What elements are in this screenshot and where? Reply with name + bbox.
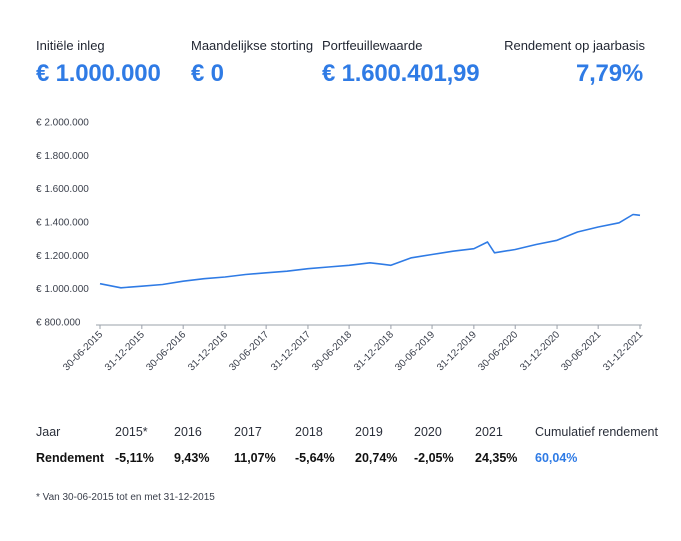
return-cell: -2,05% bbox=[414, 451, 454, 465]
y-tick-label: € 1.200.000 bbox=[36, 251, 89, 262]
x-tick-label: 30-06-2016 bbox=[144, 329, 188, 373]
y-tick-label: € 1.800.000 bbox=[36, 151, 89, 162]
x-tick-label: 31-12-2015 bbox=[103, 329, 147, 373]
cumulative-return-value: 60,04% bbox=[535, 451, 578, 465]
x-tick-label: 31-12-2016 bbox=[186, 329, 230, 373]
return-cell: 20,74% bbox=[355, 451, 398, 465]
return-row-label: Rendement bbox=[36, 451, 105, 465]
cumulative-header: Cumulatief rendement bbox=[535, 425, 658, 439]
x-tick-label: 30-06-2017 bbox=[227, 329, 271, 373]
return-cell: 9,43% bbox=[174, 451, 210, 465]
portfolio-series-line[interactable] bbox=[99, 213, 641, 289]
y-tick-label: € 1.600.000 bbox=[36, 184, 89, 195]
initial-investment-value: € 1.000.000 bbox=[36, 60, 161, 87]
monthly-deposit-label: Maandelijkse storting bbox=[191, 38, 314, 53]
portfolio-line-chart: € 2.000.000 € 1.800.000 € 1.600.000 € 1.400… bbox=[36, 118, 645, 374]
y-tick-label: € 1.000.000 bbox=[36, 284, 89, 295]
year-cell: 2017 bbox=[234, 425, 262, 439]
portfolio-value-label: Portfeuillewaarde bbox=[322, 38, 423, 53]
year-cell: 2021 bbox=[475, 425, 503, 439]
year-header: Jaar bbox=[36, 425, 61, 439]
monthly-deposit-value: € 0 bbox=[191, 60, 224, 87]
annual-return-value: 7,79% bbox=[575, 60, 643, 87]
year-cell: 2020 bbox=[414, 425, 442, 439]
return-cell: 24,35% bbox=[475, 451, 518, 465]
y-tick-label: € 1.400.000 bbox=[36, 218, 89, 229]
return-cell: 11,07% bbox=[234, 451, 276, 465]
year-cell: 2015* bbox=[115, 425, 148, 439]
year-cell: 2016 bbox=[174, 425, 202, 439]
initial-investment-label: Initiële inleg bbox=[36, 38, 105, 53]
x-tick-label: 30-06-2021 bbox=[559, 329, 603, 373]
y-tick-label: € 800.000 bbox=[36, 318, 81, 329]
y-tick-label: € 2.000.000 bbox=[36, 118, 89, 129]
y-axis: € 2.000.000 € 1.800.000 € 1.600.000 € 1.400… bbox=[36, 118, 89, 329]
portfolio-value: € 1.600.401,99 bbox=[322, 60, 480, 87]
x-axis: 30-06-201531-12-201530-06-201631-12-2016… bbox=[61, 325, 645, 373]
annual-return-label: Rendement op jaarbasis bbox=[504, 38, 645, 53]
x-tick-label: 31-12-2017 bbox=[269, 329, 313, 373]
return-cell: -5,11% bbox=[115, 451, 154, 465]
return-cell: -5,64% bbox=[295, 451, 335, 465]
x-tick-label: 31-12-2019 bbox=[435, 329, 479, 373]
x-tick-label: 30-06-2020 bbox=[476, 329, 520, 373]
year-cell: 2019 bbox=[355, 425, 383, 439]
footnote: * Van 30-06-2015 tot en met 31-12-2015 bbox=[36, 492, 215, 503]
x-tick-label: 30-06-2015 bbox=[61, 329, 105, 373]
year-cell: 2018 bbox=[295, 425, 323, 439]
x-tick-label: 31-12-2018 bbox=[352, 329, 396, 373]
x-tick-label: 30-06-2018 bbox=[310, 329, 354, 373]
x-tick-label: 31-12-2021 bbox=[601, 329, 645, 373]
x-tick-label: 31-12-2020 bbox=[518, 329, 562, 373]
x-tick-label: 30-06-2019 bbox=[393, 329, 437, 373]
